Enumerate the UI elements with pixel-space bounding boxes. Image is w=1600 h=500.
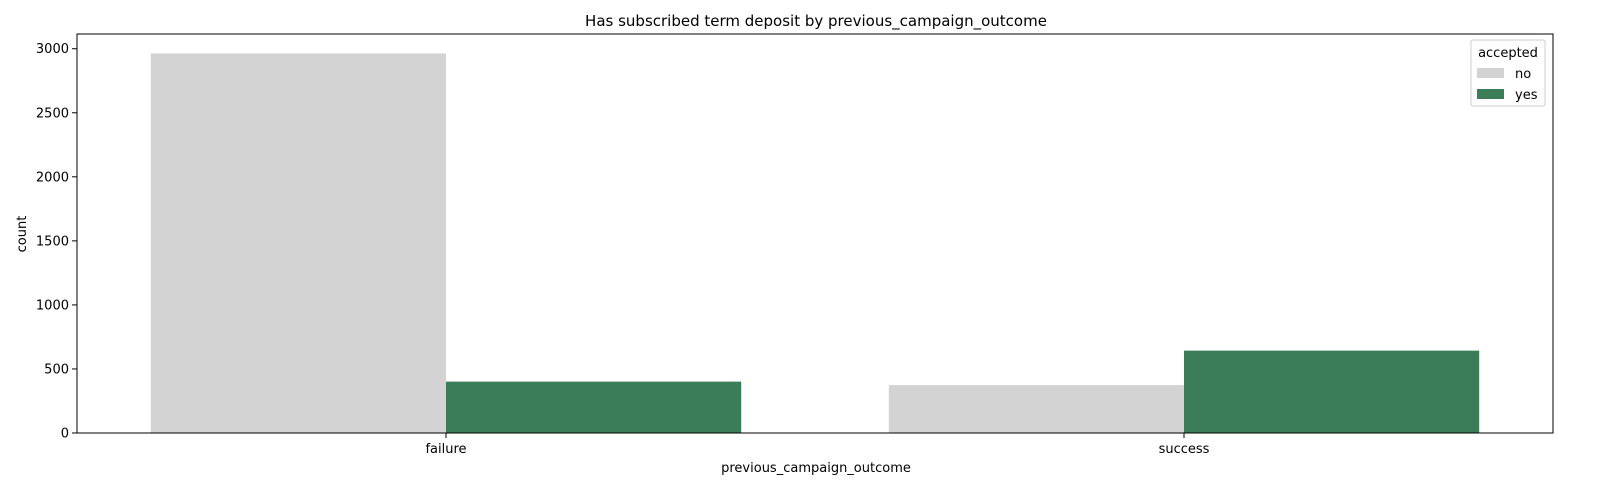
y-tick-label: 0: [61, 427, 69, 442]
legend: accepted no yes: [1470, 39, 1546, 107]
legend-swatch-yes: [1477, 89, 1504, 99]
y-tick-label: 500: [44, 362, 69, 377]
y-axis-label: count: [15, 216, 30, 253]
x-axis: failure success: [425, 433, 1210, 457]
legend-label-no: no: [1515, 67, 1531, 82]
legend-label-yes: yes: [1515, 88, 1538, 103]
legend-swatch-no: [1477, 68, 1504, 78]
x-tick-label: failure: [425, 442, 466, 457]
x-tick-label: success: [1159, 442, 1210, 457]
y-tick-label: 1500: [36, 234, 69, 249]
chart-title: Has subscribed term deposit by previous_…: [585, 12, 1047, 31]
y-tick-label: 2500: [36, 106, 69, 121]
bars-group: [150, 53, 1480, 433]
bar-failure-yes: [446, 381, 742, 433]
bar-success-no: [888, 385, 1184, 433]
x-axis-label: previous_campaign_outcome: [721, 461, 911, 476]
y-tick-label: 2000: [36, 170, 69, 185]
plot-frame: [76, 33, 1554, 434]
y-tick-label: 3000: [36, 42, 69, 57]
y-tick-label: 1000: [36, 298, 69, 313]
bar-success-yes: [1184, 350, 1480, 433]
legend-title: accepted: [1478, 46, 1538, 61]
bar-failure-no: [150, 53, 447, 433]
y-axis: 0 500 1000 1500 2000 2500 3000: [36, 42, 77, 442]
